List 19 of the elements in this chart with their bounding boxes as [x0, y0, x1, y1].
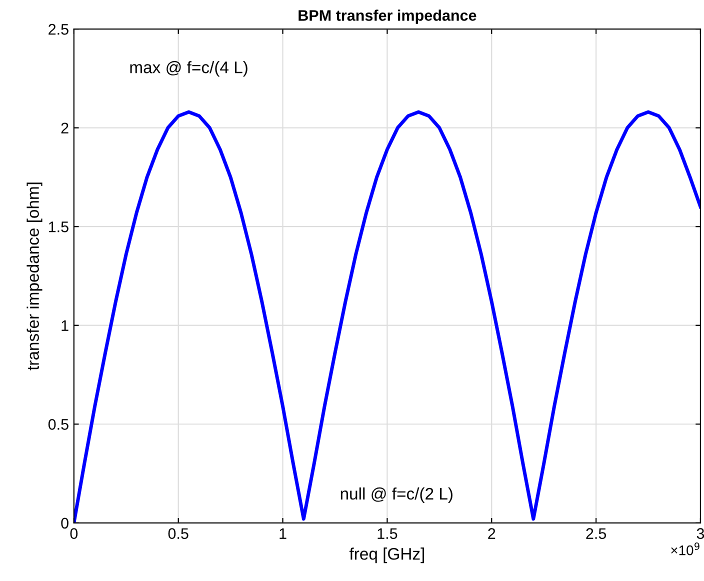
x-tick-label: 1 [280, 528, 286, 539]
x-tick-label: 1.5 [378, 528, 398, 539]
y-tick-label: 1.5 [48, 222, 68, 232]
y-tick-label: 2 [61, 122, 68, 134]
y-tick-label: 0.5 [48, 419, 68, 430]
x-axis-title: freq [GHz] [349, 548, 424, 564]
annotation: null @ f=c/(2 L) [340, 487, 452, 503]
y-tick-label: 0 [61, 518, 68, 529]
annotation: max @ f=c/(4 L) [130, 61, 248, 77]
x-tick-label: 0.5 [168, 528, 188, 539]
y-axis-title: transfer impedance [ohm] [26, 182, 42, 370]
x-tick-label: 2 [488, 528, 496, 539]
x-tick-label: 0 [70, 528, 78, 539]
x-tick-label: 3 [696, 528, 704, 539]
y-tick-label: 2.5 [48, 24, 68, 35]
chart-title: BPM transfer impedance [298, 10, 476, 24]
text: ×10$^{9}$ [671, 542, 700, 556]
x-tick-label: 2.5 [586, 528, 606, 539]
y-tick-label: 1 [62, 320, 68, 331]
